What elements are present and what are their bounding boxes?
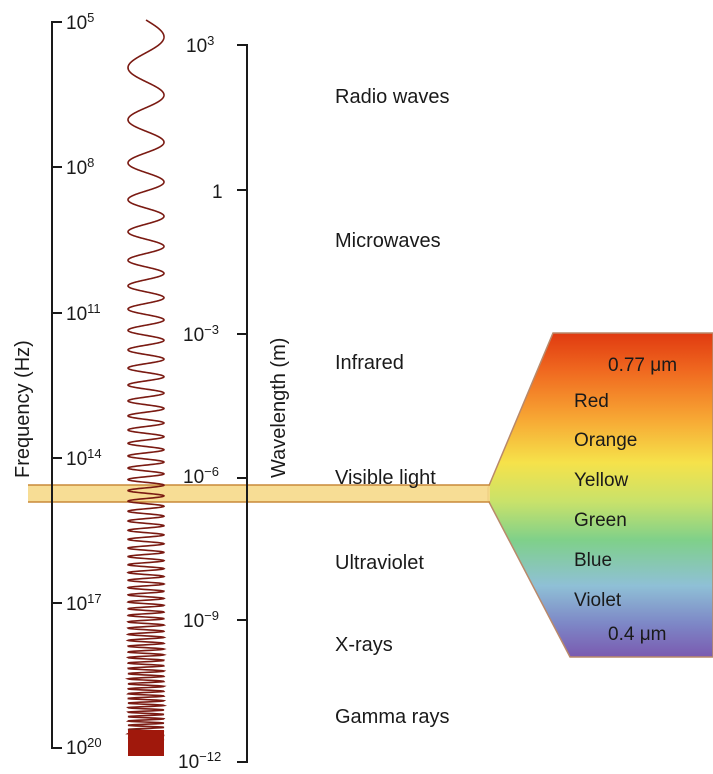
- color-label-yellow: Yellow: [574, 470, 629, 491]
- wave-dense-end: [128, 730, 164, 756]
- region-label-microwaves: Microwaves: [335, 230, 441, 252]
- region-label-visible: Visible light: [335, 467, 436, 489]
- color-label-red: Red: [574, 391, 609, 412]
- wavelength-tick-4: 10−6: [183, 464, 219, 488]
- region-label-gamma: Gamma rays: [335, 706, 450, 728]
- region-label-radio: Radio waves: [335, 86, 450, 108]
- wavelength-tick-3: 10−3: [183, 322, 219, 346]
- color-label-violet: Violet: [574, 590, 622, 611]
- frequency-tick-6: 1020: [66, 735, 102, 759]
- wavelength-tick-2: 1: [212, 182, 223, 203]
- region-label-infrared: Infrared: [335, 352, 404, 374]
- color-label-orange: Orange: [574, 430, 638, 451]
- visible-light-band: [28, 485, 490, 502]
- wavelength-tick-6: 10−12: [178, 749, 222, 773]
- wavelength-axis-title: Wavelength (m): [268, 337, 290, 478]
- spectrum-bottom-wavelength: 0.4 μm: [608, 624, 667, 645]
- wavelength-tick-5: 10−9: [183, 608, 219, 632]
- frequency-axis-line: [51, 21, 62, 749]
- spectrum-top-wavelength: 0.77 μm: [608, 355, 678, 376]
- wavelength-tick-1: 103: [186, 33, 215, 57]
- frequency-tick-5: 1017: [66, 591, 102, 615]
- frequency-tick-2: 108: [66, 155, 95, 179]
- em-wave: [124, 19, 168, 741]
- frequency-axis-title: Frequency (Hz): [12, 340, 34, 478]
- color-label-green: Green: [574, 510, 627, 531]
- region-label-ultraviolet: Ultraviolet: [335, 552, 424, 574]
- wavelength-axis: [237, 44, 248, 763]
- frequency-tick-1: 105: [66, 10, 95, 34]
- frequency-tick-3: 1011: [66, 301, 101, 325]
- region-label-xrays: X-rays: [335, 634, 393, 656]
- frequency-axis: [51, 21, 62, 749]
- frequency-tick-4: 1014: [66, 446, 102, 470]
- color-label-blue: Blue: [574, 550, 613, 571]
- wavelength-axis-line: [237, 44, 248, 763]
